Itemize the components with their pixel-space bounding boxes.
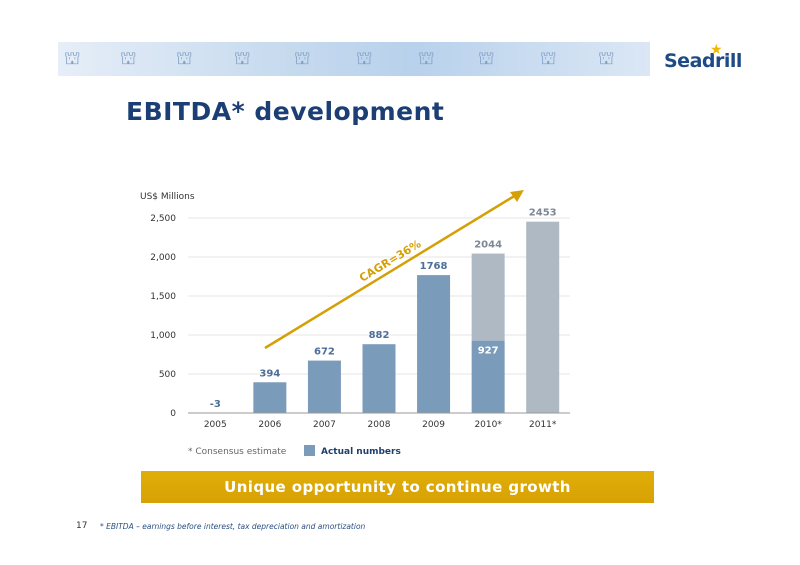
y-tick-label: 500 [159,370,176,380]
header-banner: ⛫ ⛫ ⛫ ⛫ ⛫ ⛫ ⛫ ⛫ ⛫ ⛫ [58,42,650,76]
bar-estimate [471,253,505,341]
bar-estimate [526,221,560,413]
x-tick-label: 2010* [474,420,502,430]
y-tick-label: 0 [170,409,176,419]
page-title: EBITDA* development [126,97,445,126]
value-label: 2453 [529,208,557,219]
inner-value-label: 927 [478,346,499,357]
x-tick-label: 2009 [422,420,445,430]
y-tick-label: 1,500 [150,292,176,302]
offshore-rig-icon: ⛫ [64,48,81,69]
footnote: * EBITDA – earnings before interest, tax… [100,522,366,531]
cagr-label: CAGR=36% [357,237,423,284]
offshore-rig-icon: ⛫ [418,48,435,69]
bar-actual [471,340,505,413]
value-label: -3 [210,399,221,410]
value-label: 672 [314,347,335,358]
x-tick-labels: 2005 2006 2007 2008 2009 2010* 2011* [204,420,557,430]
legend-estimate-note: * Consensus estimate [188,447,287,457]
arrow-line [264,193,517,350]
star-icon: ★ [710,42,723,58]
x-tick-label: 2006 [258,420,281,430]
bar-actual [362,344,396,413]
offshore-rig-icon: ⛫ [356,48,373,69]
y-tick-labels: 0 500 1,000 1,500 2,000 2,500 [150,214,176,419]
legend-actual-label: Actual numbers [321,447,401,457]
arrow-head [510,190,524,202]
company-logo: Seadrill ★ [662,42,742,74]
offshore-rig-icon: ⛫ [478,48,495,69]
value-labels: -3 394 672 882 1768 2044 927 2453 [210,208,557,410]
bar-actual [253,382,287,413]
legend-actual-swatch [304,445,315,456]
offshore-rig-icon: ⛫ [598,48,615,69]
page-number: 17 [76,521,88,531]
offshore-rig-icon: ⛫ [234,48,251,69]
logo-text: Seadrill [664,50,742,72]
x-tick-label: 2008 [368,420,391,430]
offshore-rig-icon: ⛫ [120,48,137,69]
y-tick-label: 2,000 [150,253,176,263]
bar-actual [417,275,451,413]
bars [253,221,560,413]
value-label: 394 [259,368,280,379]
y-tick-label: 1,000 [150,331,176,341]
x-tick-label: 2005 [204,420,227,430]
offshore-rig-icon: ⛫ [176,48,193,69]
x-tick-label: 2011* [529,420,557,430]
offshore-rig-icon: ⛫ [294,48,311,69]
value-label: 1768 [420,261,448,272]
x-tick-label: 2007 [313,420,336,430]
callout-banner: Unique opportunity to continue growth [141,471,654,503]
value-label: 882 [369,330,390,341]
bar-actual [307,360,341,413]
offshore-rig-icon: ⛫ [540,48,557,69]
y-tick-label: 2,500 [150,214,176,224]
value-label: 2044 [474,240,502,251]
y-axis-label: US$ Millions [140,192,195,202]
